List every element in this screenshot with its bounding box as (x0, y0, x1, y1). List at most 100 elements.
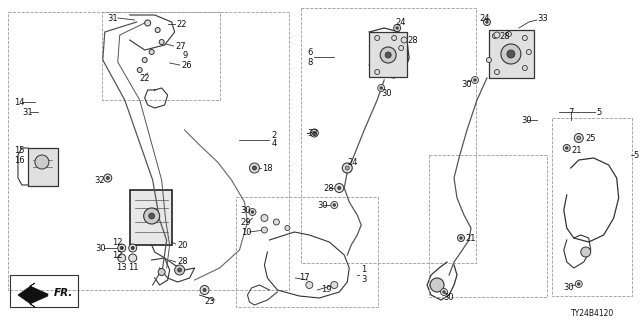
Circle shape (252, 166, 257, 170)
Circle shape (333, 204, 335, 206)
Text: 30: 30 (241, 205, 251, 214)
Circle shape (118, 244, 125, 252)
Circle shape (342, 163, 352, 173)
Bar (237, 197, 378, 307)
Circle shape (159, 39, 164, 44)
Circle shape (396, 27, 398, 29)
Circle shape (155, 28, 160, 33)
Text: 24: 24 (395, 18, 406, 27)
Text: 22: 22 (177, 20, 187, 28)
Circle shape (203, 289, 206, 292)
Circle shape (261, 227, 268, 233)
Text: 28: 28 (323, 183, 334, 193)
Text: 13: 13 (116, 263, 126, 273)
Text: 30: 30 (381, 89, 392, 98)
Circle shape (474, 79, 476, 81)
Circle shape (401, 37, 407, 43)
Bar (489, 30, 534, 78)
Text: FR.: FR. (54, 288, 73, 298)
Circle shape (273, 219, 280, 225)
Circle shape (149, 50, 154, 54)
Bar (8, 12, 289, 290)
Text: 30: 30 (317, 201, 328, 210)
Text: 2: 2 (271, 131, 276, 140)
Bar (369, 32, 407, 77)
Circle shape (374, 36, 380, 41)
Circle shape (575, 281, 582, 287)
Circle shape (252, 211, 253, 213)
Text: 5: 5 (634, 150, 639, 159)
Circle shape (574, 133, 583, 142)
Circle shape (148, 213, 155, 219)
Circle shape (486, 21, 488, 23)
Circle shape (129, 244, 137, 252)
Text: 24: 24 (348, 157, 358, 166)
Text: 28: 28 (499, 31, 509, 41)
Circle shape (483, 19, 490, 26)
Circle shape (137, 68, 142, 73)
Circle shape (399, 45, 404, 51)
Text: 6: 6 (307, 47, 313, 57)
Circle shape (335, 183, 344, 193)
Circle shape (142, 58, 147, 62)
Circle shape (131, 246, 134, 250)
Circle shape (495, 69, 499, 75)
Circle shape (494, 32, 500, 38)
Text: 4: 4 (271, 139, 276, 148)
Text: 22: 22 (140, 74, 150, 83)
Bar (429, 155, 547, 297)
Text: 8: 8 (307, 58, 313, 67)
Text: 31: 31 (22, 108, 33, 116)
Circle shape (492, 34, 497, 38)
Circle shape (104, 174, 112, 182)
Circle shape (380, 47, 396, 63)
Text: 21: 21 (465, 234, 476, 243)
Bar (10, 275, 78, 307)
Text: 27: 27 (175, 42, 186, 51)
Circle shape (338, 187, 340, 189)
Circle shape (378, 84, 385, 92)
Text: 14: 14 (14, 98, 24, 107)
Circle shape (310, 129, 318, 137)
Circle shape (460, 237, 462, 239)
Circle shape (501, 44, 521, 64)
Circle shape (577, 136, 580, 140)
Text: 12: 12 (112, 237, 122, 246)
Text: 31: 31 (108, 13, 118, 22)
Circle shape (486, 58, 492, 62)
Circle shape (175, 265, 184, 275)
Circle shape (577, 283, 580, 285)
Circle shape (158, 268, 165, 276)
Circle shape (345, 166, 349, 170)
Circle shape (394, 25, 401, 31)
Circle shape (261, 214, 268, 221)
Text: 33: 33 (537, 13, 548, 22)
Circle shape (392, 36, 397, 41)
Circle shape (563, 145, 570, 151)
Circle shape (178, 268, 182, 272)
Text: 11: 11 (128, 263, 138, 273)
Text: 30: 30 (564, 284, 575, 292)
Text: 1: 1 (361, 266, 367, 275)
Circle shape (249, 209, 256, 215)
Text: 30: 30 (96, 244, 106, 252)
Text: 30: 30 (521, 116, 531, 124)
Circle shape (385, 52, 391, 58)
Circle shape (200, 285, 209, 294)
Text: 18: 18 (262, 164, 273, 172)
Circle shape (526, 50, 531, 54)
Text: 33: 33 (307, 129, 318, 138)
Circle shape (522, 36, 527, 41)
Text: 30: 30 (461, 79, 472, 89)
Circle shape (144, 208, 159, 224)
Circle shape (440, 289, 447, 295)
Text: 19: 19 (321, 285, 332, 294)
Circle shape (380, 87, 382, 89)
Text: 29: 29 (241, 218, 251, 227)
Text: 25: 25 (586, 133, 596, 142)
Circle shape (506, 31, 511, 36)
Text: 26: 26 (182, 60, 192, 69)
Circle shape (472, 76, 479, 84)
Text: 5: 5 (596, 108, 602, 116)
Circle shape (458, 235, 465, 242)
